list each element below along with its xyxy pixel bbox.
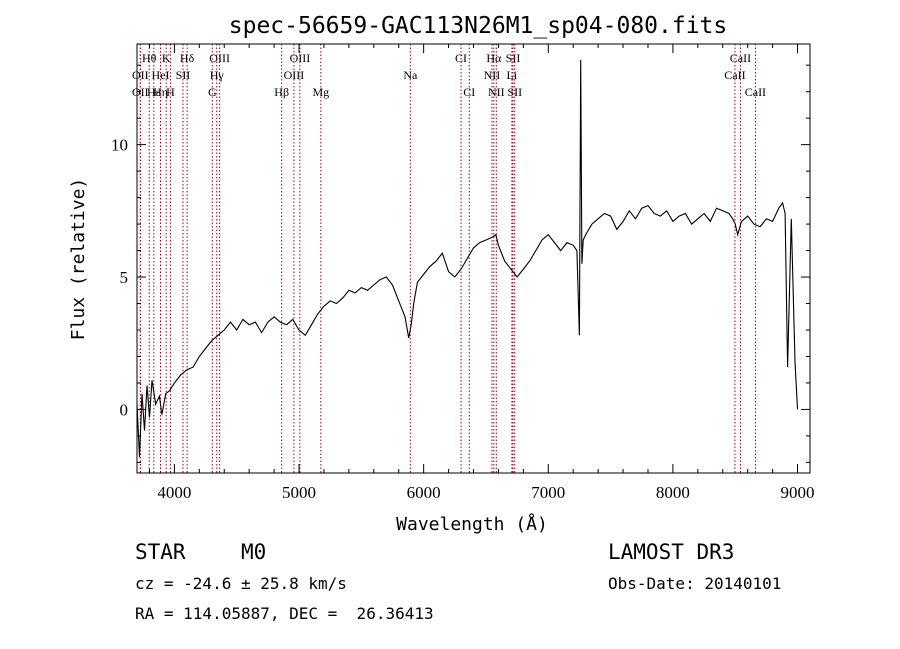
line-label-22: G (208, 85, 217, 99)
line-label-26: NII (488, 85, 505, 99)
chart-title: spec-56659-GAC113N26M1_sp04-080.fits (229, 13, 728, 39)
x-tick-label-3: 7000 (531, 483, 565, 502)
line-label-0: Hθ (142, 51, 157, 65)
line-label-2: Hδ (180, 51, 195, 65)
x-tick-label-0: 4000 (157, 483, 191, 502)
x-axis-ticks: 4000 5000 6000 7000 8000 9000 (148, 44, 815, 502)
y-tick-label-0: 0 (120, 400, 129, 419)
y-axis-label: Flux (relative) (68, 178, 89, 341)
plot-frame (136, 43, 811, 474)
line-label-7: SII (506, 51, 521, 65)
y-tick-label-2: 10 (111, 136, 128, 155)
line-label-12: Hγ (210, 68, 225, 82)
x-tick-label-1: 5000 (282, 483, 316, 502)
line-label-1: K (162, 51, 171, 65)
x-tick-label-5: 9000 (781, 483, 815, 502)
line-label-24: Mg (312, 85, 329, 99)
y-axis-ticks: 0 5 10 (111, 64, 810, 463)
line-label-16: Li (507, 68, 518, 82)
line-label-20: Hη (153, 85, 168, 99)
line-label-3: OIII (209, 51, 230, 65)
line-label-23: Hβ (274, 85, 289, 99)
x-tick-label-2: 6000 (407, 483, 441, 502)
line-label-5: CI (455, 51, 467, 65)
survey-name: LAMOST DR3 (608, 540, 735, 564)
y-tick-label-1: 5 (120, 268, 129, 287)
line-label-14: Na (403, 68, 418, 82)
line-label-10: HeI (152, 68, 170, 82)
flux-series (136, 59, 799, 458)
line-label-15: NII (484, 68, 501, 82)
object-subclass: M0 (241, 540, 267, 564)
object-class: STAR (135, 540, 186, 564)
line-label-21: H (166, 85, 175, 99)
line-label-8: CaII (730, 51, 751, 65)
spectral-line-markers: Hθ K Hδ OIII OIII CI Hα SII CaII OII HeI SII Hγ OIII N… (132, 44, 766, 473)
redshift-cz: cz = -24.6 ± 25.8 km/s (135, 574, 347, 593)
obs-date: Obs-Date: 20140101 (608, 574, 782, 593)
x-tick-label-4: 8000 (656, 483, 690, 502)
flux-line (136, 59, 799, 458)
line-label-19: Hε (147, 85, 161, 99)
line-label-9: OII (132, 68, 149, 82)
line-label-27: SII (507, 85, 522, 99)
ra-dec-coords: RA = 114.05887, DEC = 26.36413 (135, 604, 434, 623)
line-label-25: CI (463, 85, 475, 99)
x-axis-label: Wavelength (Å) (396, 513, 548, 535)
line-label-28: CaII (745, 85, 766, 99)
line-label-17: CaII (724, 68, 745, 82)
line-label-13: OIII (284, 68, 305, 82)
line-label-6: Hα (486, 51, 502, 65)
line-label-4: OIII (290, 51, 311, 65)
line-label-11: SII (176, 68, 191, 82)
